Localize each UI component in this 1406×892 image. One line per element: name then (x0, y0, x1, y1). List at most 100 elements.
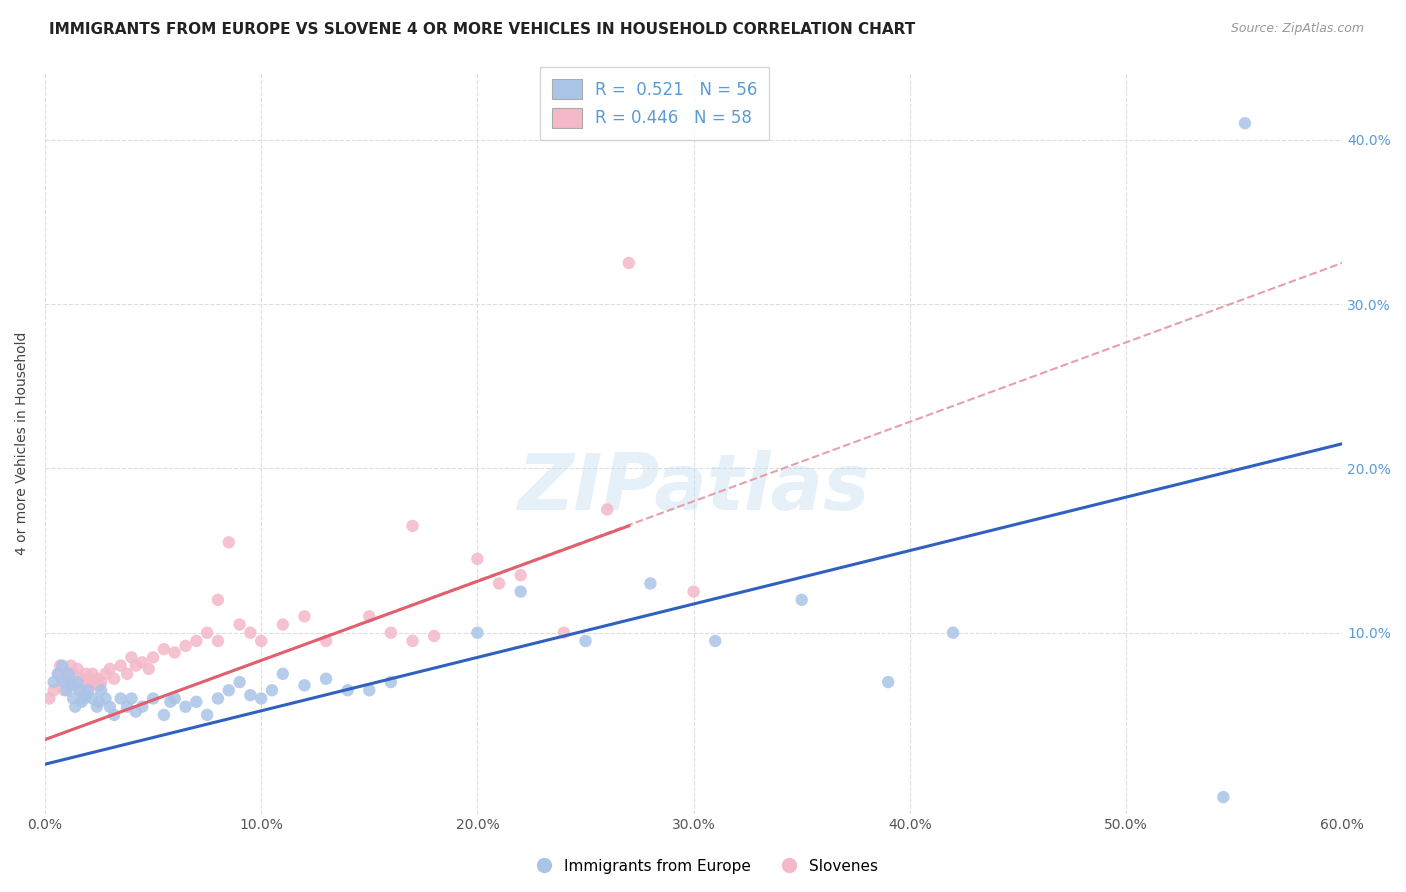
Point (82, 691, 104, 706)
Point (163, 645, 186, 659)
Point (186, 695, 208, 709)
Point (62, 666, 84, 681)
Point (488, 576, 510, 591)
Point (65, 675, 87, 690)
Point (86, 699, 108, 714)
Point (186, 634, 208, 648)
Point (98, 699, 121, 714)
Point (195, 625, 218, 640)
Point (163, 691, 186, 706)
Point (103, 707, 125, 722)
Text: IMMIGRANTS FROM EUROPE VS SLOVENE 4 OR MORE VEHICLES IN HOUSEHOLD CORRELATION CH: IMMIGRANTS FROM EUROPE VS SLOVENE 4 OR M… (49, 22, 915, 37)
Point (640, 576, 662, 591)
Point (271, 666, 294, 681)
Point (59, 678, 82, 692)
Point (704, 634, 727, 648)
Text: ZIPatlas: ZIPatlas (517, 450, 870, 526)
Point (877, 675, 900, 690)
Point (94, 691, 117, 706)
Point (207, 593, 229, 607)
Point (58, 666, 80, 681)
Point (380, 625, 402, 640)
Point (98, 662, 121, 676)
Point (294, 678, 316, 692)
Point (110, 658, 132, 673)
Point (401, 519, 423, 533)
Point (617, 256, 640, 270)
Point (77, 683, 100, 698)
Point (42, 675, 65, 690)
Point (87, 678, 110, 692)
Point (75, 666, 97, 681)
Point (423, 629, 446, 643)
Point (87, 695, 110, 709)
Y-axis label: 4 or more Vehicles in Household: 4 or more Vehicles in Household (15, 332, 30, 556)
Point (58, 678, 80, 692)
Point (115, 699, 138, 714)
Point (46, 666, 69, 681)
Point (553, 625, 575, 640)
Point (682, 584, 704, 599)
Point (153, 707, 176, 722)
Point (53, 683, 76, 698)
Point (103, 672, 125, 686)
Point (90, 683, 112, 698)
Point (131, 656, 153, 670)
Point (69, 683, 91, 698)
Point (42, 683, 65, 698)
Point (62, 691, 84, 706)
Point (228, 617, 250, 632)
Point (467, 551, 489, 566)
Point (315, 634, 337, 648)
Point (131, 699, 153, 714)
Point (69, 683, 91, 698)
Point (790, 593, 813, 607)
Legend: R =  0.521   N = 56, R = 0.446   N = 58: R = 0.521 N = 56, R = 0.446 N = 58 (540, 68, 769, 140)
Point (73, 691, 96, 706)
Point (38, 691, 60, 706)
Point (110, 691, 132, 706)
Point (82, 666, 104, 681)
Point (401, 634, 423, 648)
Point (94, 666, 117, 681)
Text: Source: ZipAtlas.com: Source: ZipAtlas.com (1230, 22, 1364, 36)
Point (75, 688, 97, 702)
Point (79, 678, 101, 692)
Point (315, 672, 337, 686)
Point (574, 634, 596, 648)
Point (1233, 116, 1256, 130)
Point (207, 691, 229, 706)
Point (218, 683, 240, 698)
Point (174, 699, 197, 714)
Point (70, 672, 93, 686)
Point (77, 675, 100, 690)
Point (942, 625, 965, 640)
Point (195, 707, 218, 722)
Point (271, 617, 294, 632)
Legend: Immigrants from Europe, Slovenes: Immigrants from Europe, Slovenes (523, 853, 883, 880)
Point (55, 683, 77, 698)
Point (70, 695, 93, 709)
Point (153, 642, 176, 657)
Point (509, 584, 531, 599)
Point (51, 658, 73, 673)
Point (174, 639, 197, 653)
Point (207, 634, 229, 648)
Point (51, 675, 73, 690)
Point (359, 609, 381, 624)
Point (250, 691, 273, 706)
Point (509, 568, 531, 582)
Point (260, 683, 283, 698)
Point (380, 675, 402, 690)
Point (73, 675, 96, 690)
Point (239, 688, 262, 702)
Point (66, 675, 89, 690)
Point (115, 666, 138, 681)
Point (294, 609, 316, 624)
Point (467, 625, 489, 640)
Point (1212, 790, 1234, 805)
Point (142, 650, 165, 665)
Point (596, 502, 619, 516)
Point (53, 675, 76, 690)
Point (120, 650, 142, 665)
